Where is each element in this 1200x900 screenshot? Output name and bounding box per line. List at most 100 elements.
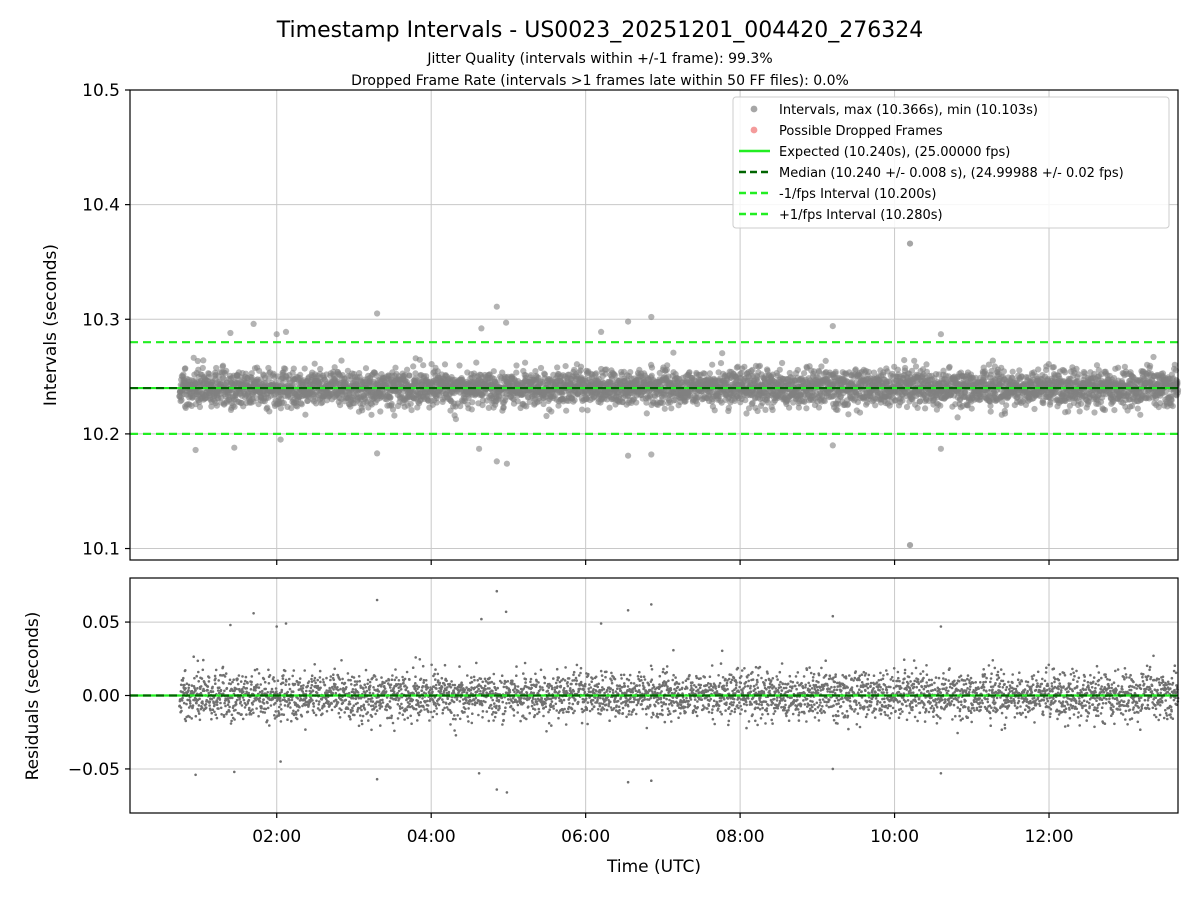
- residual-point: [207, 691, 210, 695]
- residual-point: [244, 675, 248, 679]
- residual-point: [275, 690, 278, 693]
- residual-point: [231, 680, 234, 684]
- residual-point: [266, 691, 270, 694]
- residual-point: [234, 708, 237, 712]
- residual-point: [217, 707, 220, 710]
- interval-point: [1065, 408, 1072, 415]
- residual-point: [222, 715, 226, 718]
- interval-point: [803, 405, 810, 412]
- interval-point: [659, 400, 666, 407]
- interval-point: [441, 361, 449, 368]
- outlier-interval-point: [374, 310, 381, 317]
- residual-point: [262, 698, 265, 701]
- residual-point: [264, 687, 268, 691]
- residual-point: [215, 716, 219, 720]
- interval-point: [331, 364, 338, 371]
- residual-point: [252, 711, 255, 715]
- residual-point: [285, 700, 289, 703]
- residual-point: [266, 719, 269, 722]
- interval-point: [717, 360, 725, 367]
- residual-point: [182, 676, 185, 680]
- residual-point: [184, 669, 187, 672]
- outlier-interval-point: [503, 319, 510, 326]
- residual-point: [279, 720, 283, 723]
- interval-point: [223, 367, 230, 374]
- interval-point: [317, 365, 324, 373]
- interval-point: [1171, 361, 1178, 368]
- residual-point: [242, 690, 245, 693]
- outlier-interval-point: [476, 445, 483, 452]
- residual-point: [223, 701, 226, 705]
- residual-point: [185, 702, 188, 706]
- residual-point: [184, 687, 187, 690]
- residual-point: [223, 689, 226, 693]
- min-interval-point: [906, 541, 914, 549]
- residual-point: [259, 683, 263, 686]
- residual-point: [235, 698, 239, 702]
- residual-point: [209, 708, 212, 712]
- interval-point: [513, 369, 520, 376]
- residual-point: [290, 719, 293, 723]
- residual-point: [239, 680, 243, 683]
- residual-point: [219, 706, 223, 710]
- residual-point: [297, 683, 300, 686]
- residual-point: [283, 669, 287, 673]
- residual-point: [261, 692, 264, 695]
- residual-point: [250, 683, 253, 686]
- interval-point: [338, 357, 345, 364]
- residual-point: [289, 706, 292, 709]
- residual-point: [286, 718, 289, 721]
- interval-point: [392, 364, 399, 371]
- residual-point: [195, 701, 198, 705]
- residual-point: [264, 707, 268, 711]
- residual-point: [213, 674, 217, 678]
- residual-point: [240, 713, 243, 716]
- residual-point: [218, 686, 221, 689]
- residual-point: [188, 699, 192, 703]
- interval-point: [298, 401, 305, 408]
- interval-point: [219, 362, 227, 369]
- residual-point: [256, 683, 259, 686]
- residual-point: [250, 680, 253, 684]
- residual-point: [228, 710, 231, 713]
- residual-point: [211, 708, 215, 711]
- residual-point: [194, 689, 197, 692]
- interval-point: [343, 378, 350, 385]
- interval-point: [725, 404, 732, 411]
- residual-point: [261, 689, 264, 693]
- interval-point: [1134, 405, 1141, 412]
- residual-point: [282, 674, 285, 677]
- outlier-interval-point: [829, 323, 836, 330]
- residual-point: [179, 683, 183, 687]
- interval-point: [368, 411, 375, 418]
- residual-point: [251, 708, 254, 711]
- residual-point: [230, 719, 233, 723]
- outlier-interval-point: [277, 436, 284, 443]
- outlier-interval-point: [374, 450, 381, 457]
- interval-point: [297, 371, 304, 378]
- interval-point: [457, 403, 464, 410]
- interval-point: [954, 414, 961, 421]
- residual-point: [296, 709, 300, 712]
- residual-point: [214, 668, 218, 672]
- interval-point: [404, 366, 411, 373]
- interval-point: [1050, 364, 1057, 371]
- residual-point: [183, 683, 186, 687]
- residual-point: [234, 702, 238, 706]
- interval-point: [911, 357, 918, 364]
- interval-point: [391, 412, 398, 419]
- residual-point: [197, 712, 201, 715]
- interval-point: [762, 406, 769, 413]
- interval-point: [741, 363, 748, 370]
- residual-point: [287, 683, 291, 686]
- interval-point: [452, 416, 459, 423]
- residual-point: [196, 687, 199, 690]
- interval-point: [522, 359, 529, 366]
- interval-point: [554, 364, 561, 371]
- residual-point: [278, 696, 282, 700]
- residual-point: [216, 700, 219, 704]
- interval-point: [989, 357, 996, 364]
- dropped-frame-rate-subtitle: Dropped Frame Rate (intervals >1 frames …: [351, 73, 849, 89]
- residual-point: [228, 678, 232, 682]
